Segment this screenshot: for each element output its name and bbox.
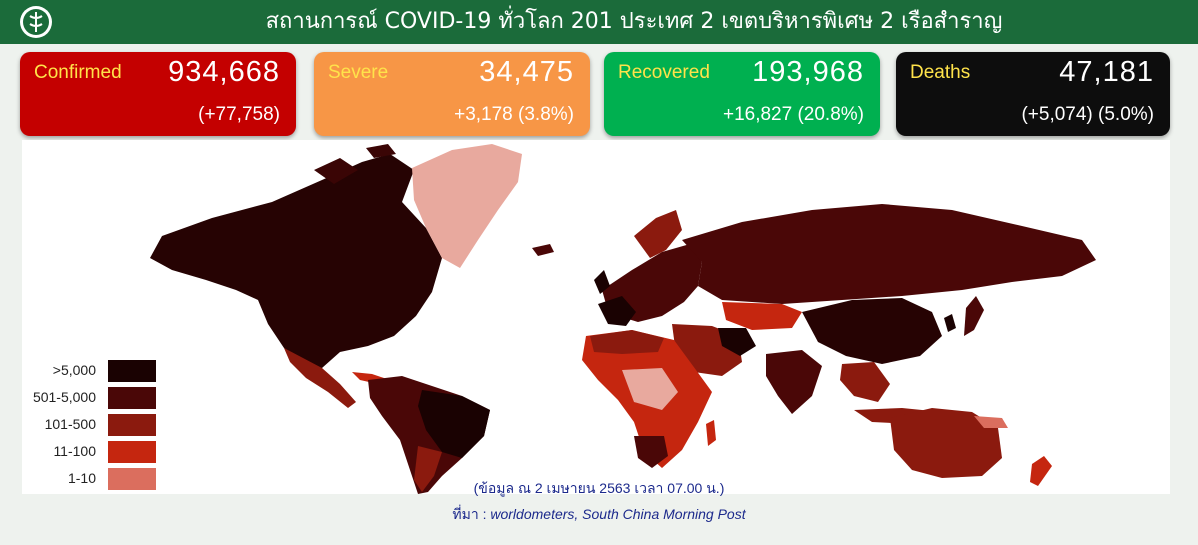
map-north-africa	[590, 330, 664, 354]
recovered-value: 193,968	[752, 56, 864, 88]
legend-label: 101-500	[44, 416, 96, 432]
legend-row: 11-100	[22, 441, 172, 463]
map-north-america	[150, 154, 442, 368]
page-title: สถานการณ์ COVID-19 ทั่วโลก 201 ประเทศ 2 …	[265, 9, 1003, 34]
legend-label: 501-5,000	[32, 389, 96, 405]
recovered-label: Recovered	[618, 62, 710, 83]
severe-label: Severe	[328, 62, 389, 83]
legend-row: 101-500	[22, 414, 172, 436]
deaths-value: 47,181	[1059, 56, 1154, 88]
data-date-note: (ข้อมูล ณ 2 เมษายน 2563 เวลา 07.00 น.)	[473, 480, 725, 496]
legend-row: >5,000	[22, 360, 172, 382]
map-greenland	[412, 144, 522, 268]
map-india	[766, 350, 822, 414]
legend-swatch	[108, 468, 156, 490]
map-russia	[682, 204, 1096, 304]
map-uk	[594, 270, 610, 294]
source-text: worldometers, South China Morning Post	[490, 506, 746, 522]
map-western-europe	[598, 296, 636, 326]
confirmed-card: Confirmed 934,668 (+77,758)	[20, 52, 296, 136]
map-japan	[964, 296, 984, 336]
map-madagascar	[706, 420, 716, 446]
severe-delta: +3,178 (3.8%)	[454, 104, 574, 125]
confirmed-value: 934,668	[168, 56, 280, 88]
legend-swatch	[108, 387, 156, 409]
map-iceland	[532, 244, 554, 256]
map-south-africa	[634, 436, 668, 468]
map-china	[802, 298, 942, 364]
map-central-asia	[722, 302, 802, 330]
map-central-africa	[622, 368, 678, 410]
map-mexico	[284, 348, 356, 408]
deaths-label: Deaths	[910, 62, 971, 83]
confirmed-label: Confirmed	[34, 62, 122, 83]
source-label: ที่มา :	[452, 506, 487, 522]
map-new-zealand	[1030, 456, 1052, 486]
map-scandinavia	[634, 210, 682, 258]
map-argentina	[414, 446, 442, 492]
map-southeast-asia	[840, 362, 890, 402]
map-papua	[974, 416, 1008, 428]
confirmed-delta: (+77,758)	[198, 104, 280, 125]
recovered-delta: +16,827 (20.8%)	[722, 104, 864, 125]
source-line: ที่มา : worldometers, South China Mornin…	[0, 504, 1198, 526]
ministry-of-public-health-logo-icon	[20, 6, 52, 38]
severe-card: Severe 34,475 +3,178 (3.8%)	[314, 52, 590, 136]
legend-label: >5,000	[52, 362, 96, 378]
map-iran	[718, 328, 756, 356]
legend-row: 1-10	[22, 468, 172, 490]
legend-row: 501-5,000	[22, 387, 172, 409]
map-korea	[944, 314, 956, 332]
map-australia	[890, 408, 1002, 478]
legend-swatch	[108, 360, 156, 382]
legend-label: 11-100	[53, 443, 96, 459]
recovered-card: Recovered 193,968 +16,827 (20.8%)	[604, 52, 880, 136]
world-map-panel: >5,000 501-5,000 101-500 11-100 1-10	[22, 140, 1170, 494]
legend-swatch	[108, 414, 156, 436]
map-arctic-islands	[314, 144, 396, 184]
world-map	[150, 144, 1096, 494]
deaths-card: Deaths 47,181 (+5,074) (5.0%)	[896, 52, 1170, 136]
deaths-delta: (+5,074) (5.0%)	[1021, 104, 1154, 125]
legend-label: 1-10	[67, 470, 96, 486]
legend-swatch	[108, 441, 156, 463]
severe-value: 34,475	[479, 56, 574, 88]
header-bar: สถานการณ์ COVID-19 ทั่วโลก 201 ประเทศ 2 …	[0, 0, 1198, 44]
map-brazil	[418, 390, 490, 458]
